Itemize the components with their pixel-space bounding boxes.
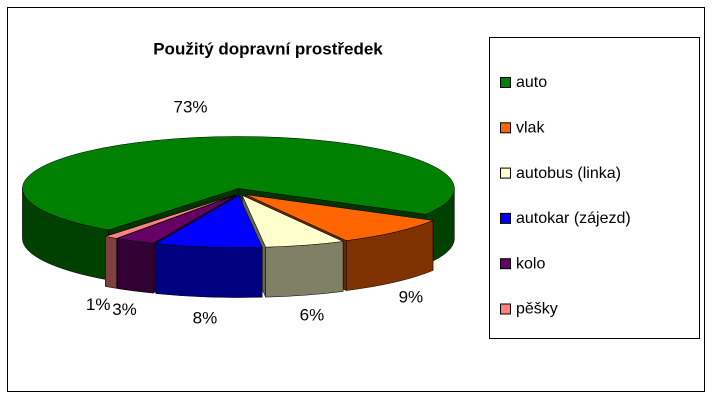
legend-swatch — [500, 122, 511, 134]
legend-label: vlak — [516, 120, 545, 137]
legend-swatch — [500, 303, 511, 315]
legend-swatch — [500, 258, 511, 270]
legend-label: auto — [516, 74, 547, 91]
data-label: 1% — [86, 295, 111, 314]
slice-top — [22, 136, 455, 231]
legend-label: autokar (zájezd) — [516, 210, 631, 227]
legend-box — [489, 37, 700, 339]
data-label: 9% — [399, 287, 424, 306]
slice-top — [241, 194, 344, 248]
data-label: 73% — [174, 97, 208, 116]
legend-swatch — [500, 77, 511, 88]
pie — [22, 136, 455, 298]
slice-top — [105, 194, 236, 239]
slice-side — [265, 241, 344, 298]
legend-label: pěšky — [516, 301, 558, 318]
slice-side — [117, 238, 154, 294]
data-label: 8% — [193, 308, 218, 327]
data-label: 6% — [300, 306, 325, 325]
chart-title: Použitý dopravní prostředek — [153, 39, 383, 58]
data-label: 3% — [112, 300, 137, 319]
slice-side — [105, 236, 117, 289]
legend-swatch — [500, 167, 511, 179]
slice-top — [245, 194, 434, 241]
legend-label: autobus (linka) — [516, 165, 621, 182]
legend-swatch — [500, 212, 511, 224]
slice-side — [155, 243, 263, 298]
legend-label: kolo — [516, 255, 545, 272]
slice-top — [155, 195, 263, 248]
slice-top — [116, 194, 237, 244]
